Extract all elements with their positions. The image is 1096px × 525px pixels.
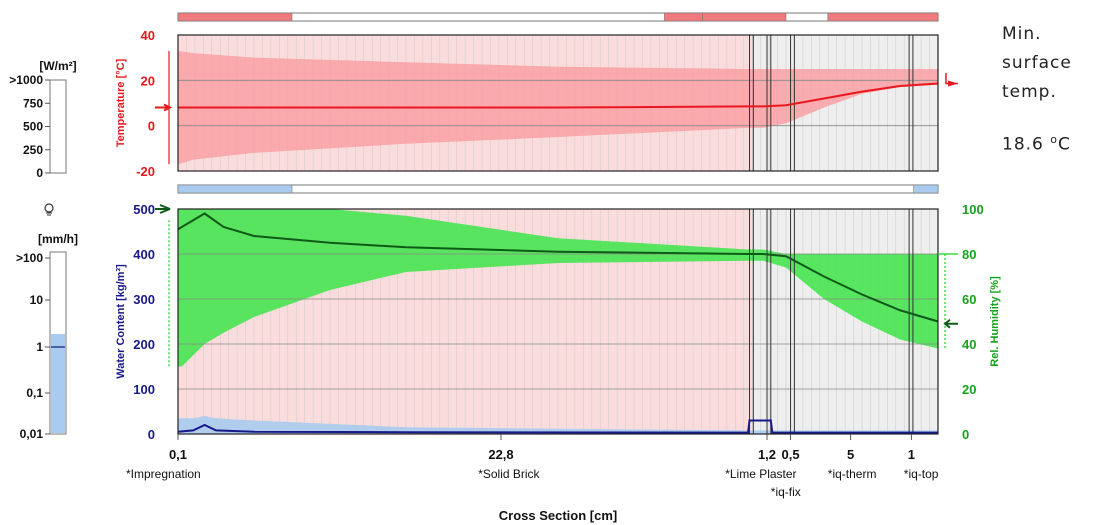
x-tick-label: 1 xyxy=(908,447,915,462)
temperature-mean-line xyxy=(178,82,939,109)
humidity-y-tick-label: 20 xyxy=(962,382,976,397)
water-y-tick-label: 100 xyxy=(133,382,155,397)
x-tick-label: 5 xyxy=(847,447,854,462)
humidity-axis-title: Rel. Humidity [%] xyxy=(989,276,1001,367)
radiation-legend-title: [W/m²] xyxy=(39,59,76,73)
temperature-strip-segment xyxy=(177,12,293,22)
temperature-y-tick-label: -20 xyxy=(136,164,155,179)
radiation-tick-label: >1000 xyxy=(9,73,43,87)
humidity-y-tick-label: 40 xyxy=(962,337,976,352)
radiation-legend-scale xyxy=(49,79,67,174)
moisture-strip-segment xyxy=(177,184,293,194)
humidity-mean-line xyxy=(177,212,939,323)
water-axis-title: Water Content [kg/m³] xyxy=(115,264,127,379)
radiation-tick-label: 250 xyxy=(23,143,43,157)
radiation-tick-label: 0 xyxy=(36,166,43,180)
x-tick-label: 1,2 xyxy=(758,447,776,462)
rain-tick-label: 10 xyxy=(30,293,44,307)
rain-tick-label: 1 xyxy=(36,340,43,354)
radiation-tick-label: 500 xyxy=(23,120,43,134)
material-label: *Solid Brick xyxy=(478,467,540,481)
x-tick-label: 0,1 xyxy=(169,447,187,462)
rain-tick-label: 0,01 xyxy=(20,427,44,441)
side-info-line-3: temp. xyxy=(1002,82,1057,102)
humidity-y-tick-label: 60 xyxy=(962,292,976,307)
left-legend: [W/m²] >1000 750 500 250 0 [mm/h] >100 10 1 0,1… xyxy=(9,59,78,441)
rain-tick-label: >100 xyxy=(16,251,43,265)
material-label: *iq-fix xyxy=(771,485,801,499)
min-surface-temp-value: 18.6 oC xyxy=(1002,133,1071,155)
side-info-line-1: Min. xyxy=(1002,24,1042,44)
rain-tick-label: 0,1 xyxy=(26,386,43,400)
temperature-y-tick-label: 20 xyxy=(141,73,155,88)
moisture-strip-segment xyxy=(913,184,939,194)
water-y-tick-label: 400 xyxy=(133,247,155,262)
rain-legend-fill xyxy=(51,334,65,433)
temperature-y-tick-label: 40 xyxy=(141,28,155,43)
radiation-tick-label: 750 xyxy=(23,96,43,110)
min-temp-unit: C xyxy=(1058,134,1071,155)
humidity-y-tick-label: 0 xyxy=(962,427,969,442)
min-temp-number: 18.6 xyxy=(1002,134,1044,155)
water-y-tick-label: 0 xyxy=(148,427,155,442)
temperature-chart: 40 20 0 -20 Temperature [°C] xyxy=(115,12,958,179)
left-temperature-marker xyxy=(155,103,173,112)
temperature-axis-title: Temperature [°C] xyxy=(115,58,127,147)
degree-sign: o xyxy=(1050,133,1058,146)
humidity-y-tick-label: 80 xyxy=(962,247,976,262)
temperature-strip-segment xyxy=(827,12,939,22)
material-label: *iq-therm xyxy=(828,467,877,481)
side-info-line-2: surface xyxy=(1002,53,1072,73)
right-temperature-arrow xyxy=(948,80,958,87)
material-label: *Lime Plaster xyxy=(725,467,796,481)
x-tick-label: 22,8 xyxy=(488,447,513,462)
material-label: *iq-top xyxy=(904,467,939,481)
water-y-tick-label: 300 xyxy=(133,292,155,307)
temperature-plot-frame xyxy=(177,34,939,172)
temperature-strip-segment xyxy=(702,12,787,22)
temperature-strip-segment xyxy=(664,12,703,22)
x-tick-label: 0,5 xyxy=(782,447,800,462)
water-range-band xyxy=(178,416,938,434)
humidity-range-band xyxy=(178,209,938,367)
right-humidity-marker xyxy=(943,318,958,329)
water-content-mean-line xyxy=(177,419,938,434)
water-y-tick-label: 500 xyxy=(133,202,155,217)
left-humidity-marker xyxy=(155,204,171,214)
water-y-tick-label: 200 xyxy=(133,337,155,352)
humidity-y-tick-label: 100 xyxy=(962,202,984,217)
rain-icon xyxy=(44,203,54,216)
material-label: *Impregnation xyxy=(126,467,201,481)
min-surface-temp-label: Min. surface temp. xyxy=(1002,20,1072,107)
x-axis-title: Cross Section [cm] xyxy=(499,508,617,523)
temperature-y-tick-label: 0 xyxy=(148,119,155,134)
rain-legend-title: [mm/h] xyxy=(38,232,78,246)
radiation-legend-ticks: >1000 750 500 250 0 xyxy=(9,73,50,180)
rain-legend-ticks: >100 10 1 0,1 0,01 xyxy=(16,251,65,441)
moisture-plot-frame xyxy=(177,208,939,435)
